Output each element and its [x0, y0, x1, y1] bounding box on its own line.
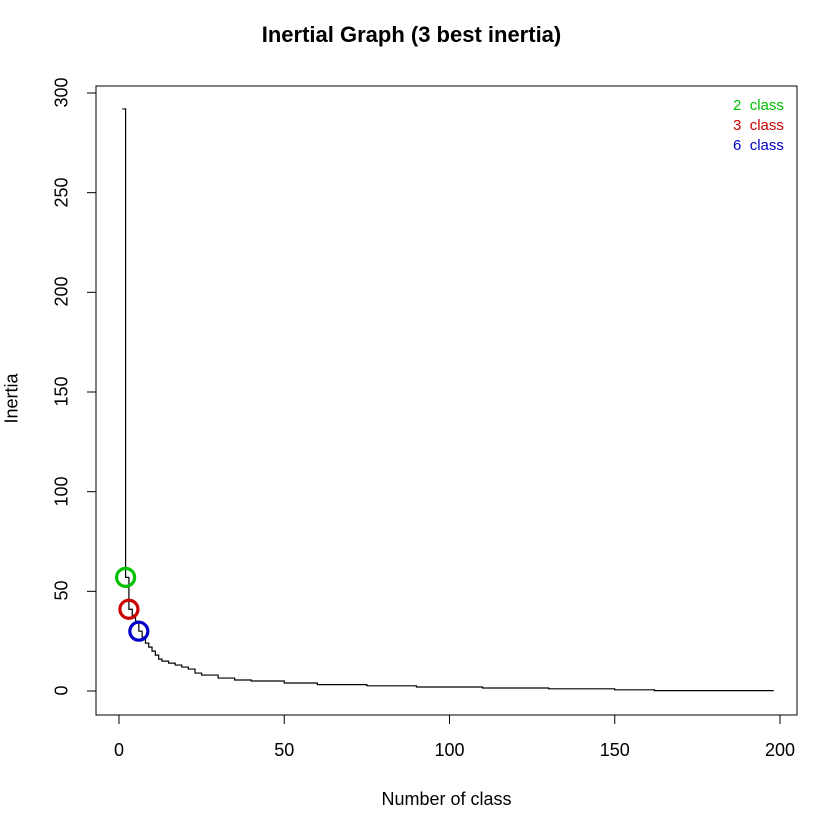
legend-label: class	[749, 97, 784, 114]
x-tick-label-0: 0	[113, 740, 124, 760]
y-tick-label-150: 150	[51, 376, 72, 407]
y-tick-label-200: 200	[51, 276, 72, 307]
y-axis-label: Inertia	[1, 373, 22, 424]
y-tick-label-300: 300	[51, 77, 72, 108]
y-tick-label-50: 50	[51, 580, 72, 601]
legend-entry-3-class: 3 class	[733, 116, 784, 136]
inertia-step-line-0	[122, 108, 774, 692]
plot-frame	[95, 85, 798, 716]
y-tick-label-250: 250	[51, 177, 72, 208]
y-tick-label-0: 0	[51, 685, 72, 696]
legend-number: 2	[733, 97, 742, 114]
legend-label: class	[749, 117, 784, 134]
legend-number: 6	[733, 137, 742, 154]
highlight-circle-6-class	[128, 620, 150, 642]
highlight-circle-3-class	[118, 598, 140, 620]
x-axis-label: Number of class	[381, 789, 512, 809]
legend-label: class	[749, 137, 784, 154]
highlight-circle-2-class	[115, 566, 137, 588]
legend-number: 3	[733, 117, 742, 134]
x-tick-label-200: 200	[764, 740, 796, 760]
chart-legend: 2 class 3 class 6 class	[733, 96, 784, 156]
legend-entry-6-class: 6 class	[733, 136, 784, 156]
x-tick-label-150: 150	[599, 740, 630, 760]
legend-entry-2-class: 2 class	[733, 96, 784, 116]
x-tick-label-100: 100	[434, 740, 465, 760]
y-tick-label-100: 100	[51, 476, 72, 507]
x-tick-label-50: 50	[274, 740, 295, 760]
chart-title: Inertial Graph (3 best inertia)	[261, 22, 562, 47]
